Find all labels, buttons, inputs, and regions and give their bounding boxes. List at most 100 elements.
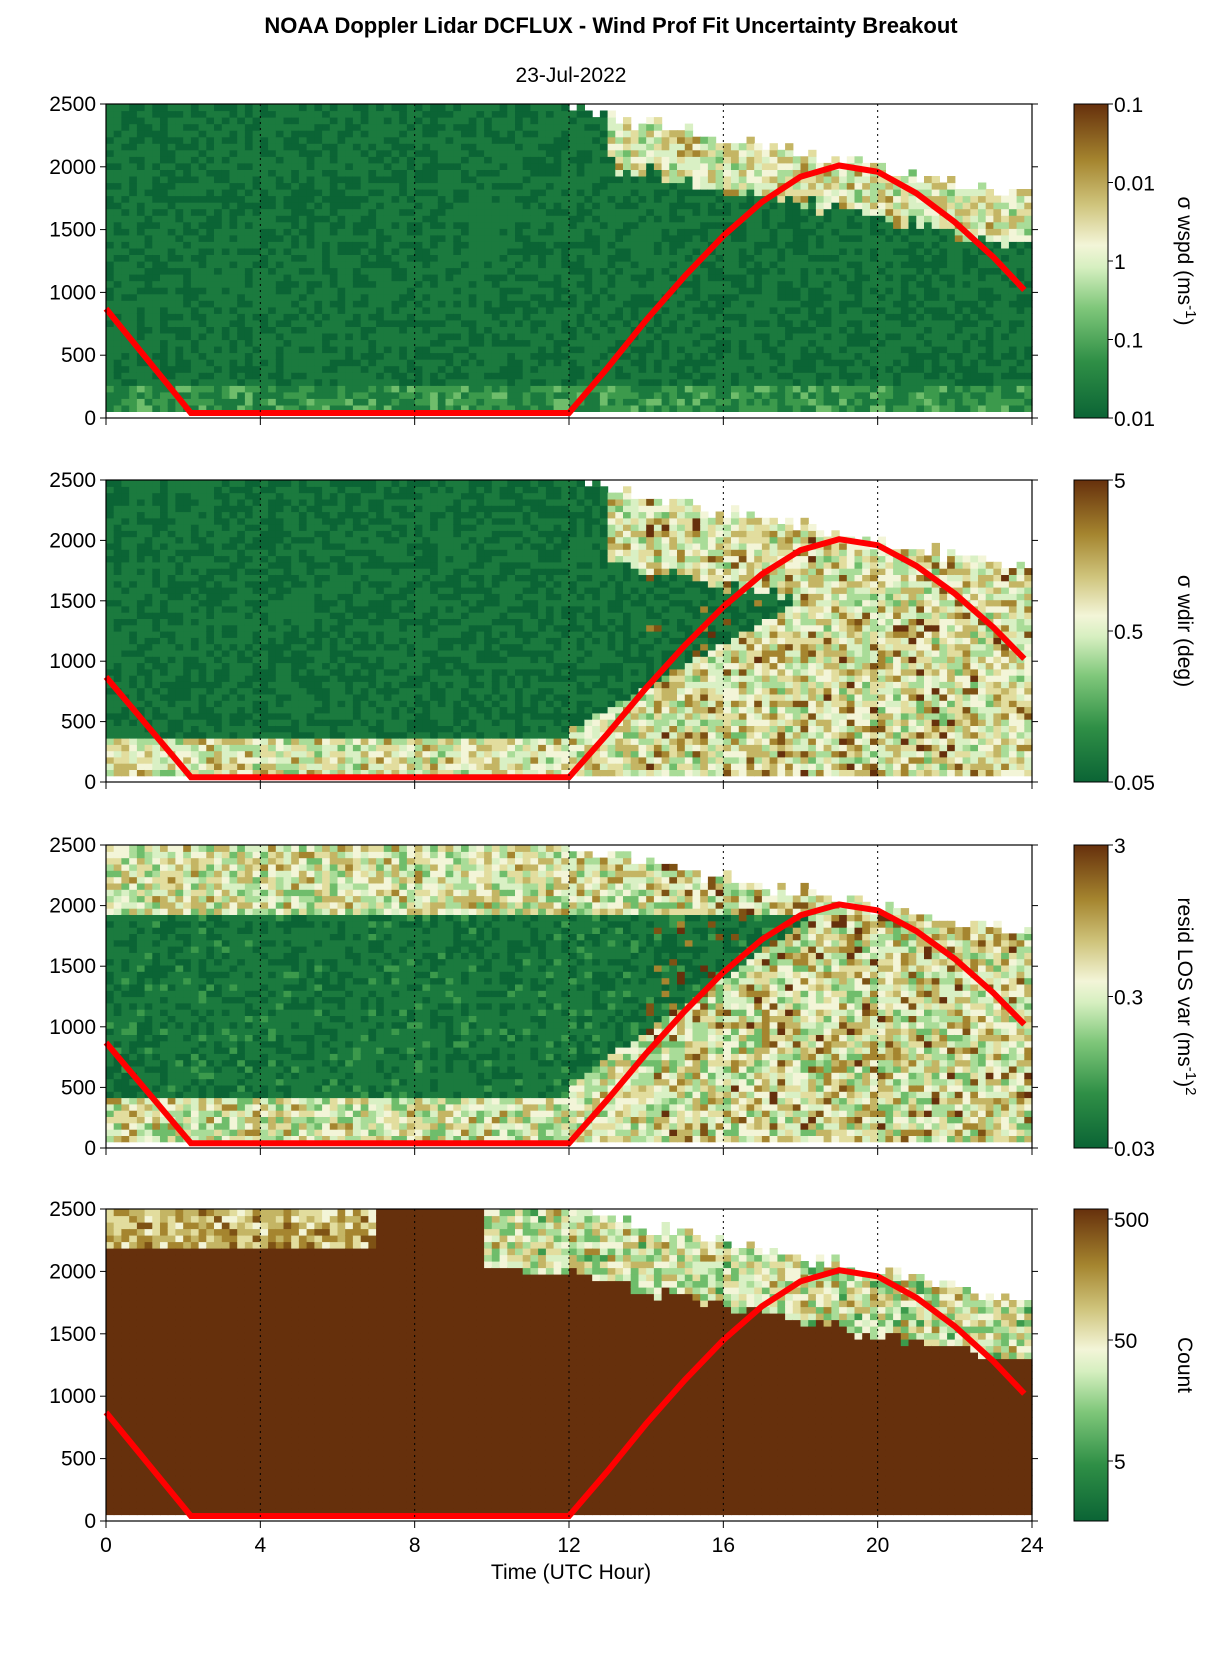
heatmap-cell: [924, 241, 933, 249]
heatmap-cell: [939, 241, 948, 249]
heatmap-cell: [275, 280, 285, 288]
heatmap-cell: [870, 372, 879, 380]
heatmap-cell: [260, 280, 269, 288]
heatmap-cell: [391, 391, 400, 399]
heatmap-cell: [152, 149, 161, 157]
heatmap-cell: [870, 267, 879, 275]
heatmap-cell: [430, 300, 439, 308]
heatmap-cell: [291, 221, 300, 229]
heatmap-cell: [561, 385, 570, 393]
heatmap-cell: [607, 247, 616, 255]
heatmap-cell: [221, 136, 231, 144]
heatmap-cell: [916, 319, 925, 327]
heatmap-cell: [916, 385, 925, 393]
heatmap-cell: [322, 404, 331, 412]
heatmap-cell: [175, 372, 184, 380]
heatmap-cell: [669, 300, 678, 308]
heatmap-cell: [275, 149, 285, 157]
heatmap-cell: [530, 169, 539, 177]
heatmap-cell: [283, 352, 292, 360]
heatmap-cell: [954, 326, 964, 334]
heatmap-cell: [260, 104, 269, 112]
heatmap-cell: [700, 378, 709, 386]
heatmap-cell: [777, 372, 786, 380]
heatmap-cell: [113, 208, 122, 216]
heatmap-cell: [623, 352, 632, 360]
heatmap-cell: [792, 241, 802, 249]
heatmap-cell: [916, 280, 925, 288]
heatmap-cell: [553, 149, 562, 157]
heatmap-cell: [383, 228, 393, 236]
heatmap-cell: [160, 215, 169, 223]
heatmap-cell: [970, 280, 979, 288]
heatmap-cell: [144, 182, 153, 190]
heatmap-cell: [484, 104, 493, 112]
heatmap-cell: [183, 117, 192, 125]
heatmap-cell: [190, 254, 200, 262]
heatmap-cell: [461, 176, 470, 184]
heatmap-cell: [345, 372, 354, 380]
heatmap-cell: [877, 182, 886, 190]
heatmap-cell: [152, 123, 161, 131]
heatmap-cell: [646, 221, 655, 229]
heatmap-cell: [792, 319, 802, 327]
heatmap-cell: [298, 372, 308, 380]
heatmap-cell: [661, 149, 670, 157]
heatmap-cell: [769, 267, 778, 275]
heatmap-cell: [630, 156, 639, 164]
heatmap-cell: [661, 189, 670, 197]
heatmap-cell: [638, 313, 647, 321]
heatmap-cell: [352, 313, 362, 321]
heatmap-cell: [198, 274, 207, 282]
heatmap-cell: [515, 372, 524, 380]
heatmap-cell: [244, 333, 254, 341]
heatmap-cell: [607, 378, 616, 386]
heatmap-cell: [661, 372, 670, 380]
heatmap-cell: [692, 359, 701, 367]
heatmap-cell: [291, 339, 300, 347]
heatmap-cell: [646, 261, 655, 269]
heatmap-cell: [391, 149, 400, 157]
heatmap-cell: [152, 326, 161, 334]
heatmap-cell: [430, 287, 439, 295]
heatmap-cell: [754, 234, 763, 242]
heatmap-cell: [445, 123, 454, 131]
heatmap-cell: [445, 372, 454, 380]
heatmap-cell: [136, 182, 146, 190]
heatmap-cell: [484, 346, 493, 354]
heatmap-cell: [437, 176, 447, 184]
heatmap-cell: [175, 104, 184, 112]
heatmap-cell: [900, 202, 910, 210]
heatmap-cell: [198, 385, 207, 393]
heatmap-cell: [221, 352, 231, 360]
heatmap-cell: [383, 208, 393, 216]
heatmap-cell: [491, 352, 501, 360]
heatmap-cell: [136, 156, 146, 164]
heatmap-cell: [260, 378, 269, 386]
heatmap-cell: [229, 300, 238, 308]
heatmap-cell: [862, 189, 871, 197]
heatmap-cell: [144, 404, 153, 412]
heatmap-cell: [190, 365, 200, 373]
heatmap-cell: [306, 365, 315, 373]
heatmap-cell: [198, 254, 207, 262]
heatmap-cell: [669, 241, 678, 249]
heatmap-cell: [314, 149, 323, 157]
heatmap-cell: [314, 385, 323, 393]
heatmap-cell: [461, 287, 470, 295]
heatmap-cell: [646, 339, 655, 347]
heatmap-cell: [893, 208, 902, 216]
heatmap-cell: [653, 189, 663, 197]
heatmap-cell: [453, 378, 462, 386]
heatmap-cell: [283, 293, 292, 301]
heatmap-cell: [183, 234, 192, 242]
heatmap-cell: [167, 404, 176, 412]
heatmap-cell: [214, 123, 223, 131]
heatmap-cell: [237, 385, 246, 393]
heatmap-cell: [406, 241, 416, 249]
heatmap-cell: [584, 274, 593, 282]
heatmap-cell: [491, 221, 501, 229]
heatmap-cell: [900, 215, 910, 223]
heatmap-cell: [677, 202, 686, 210]
heatmap-cell: [761, 306, 771, 314]
